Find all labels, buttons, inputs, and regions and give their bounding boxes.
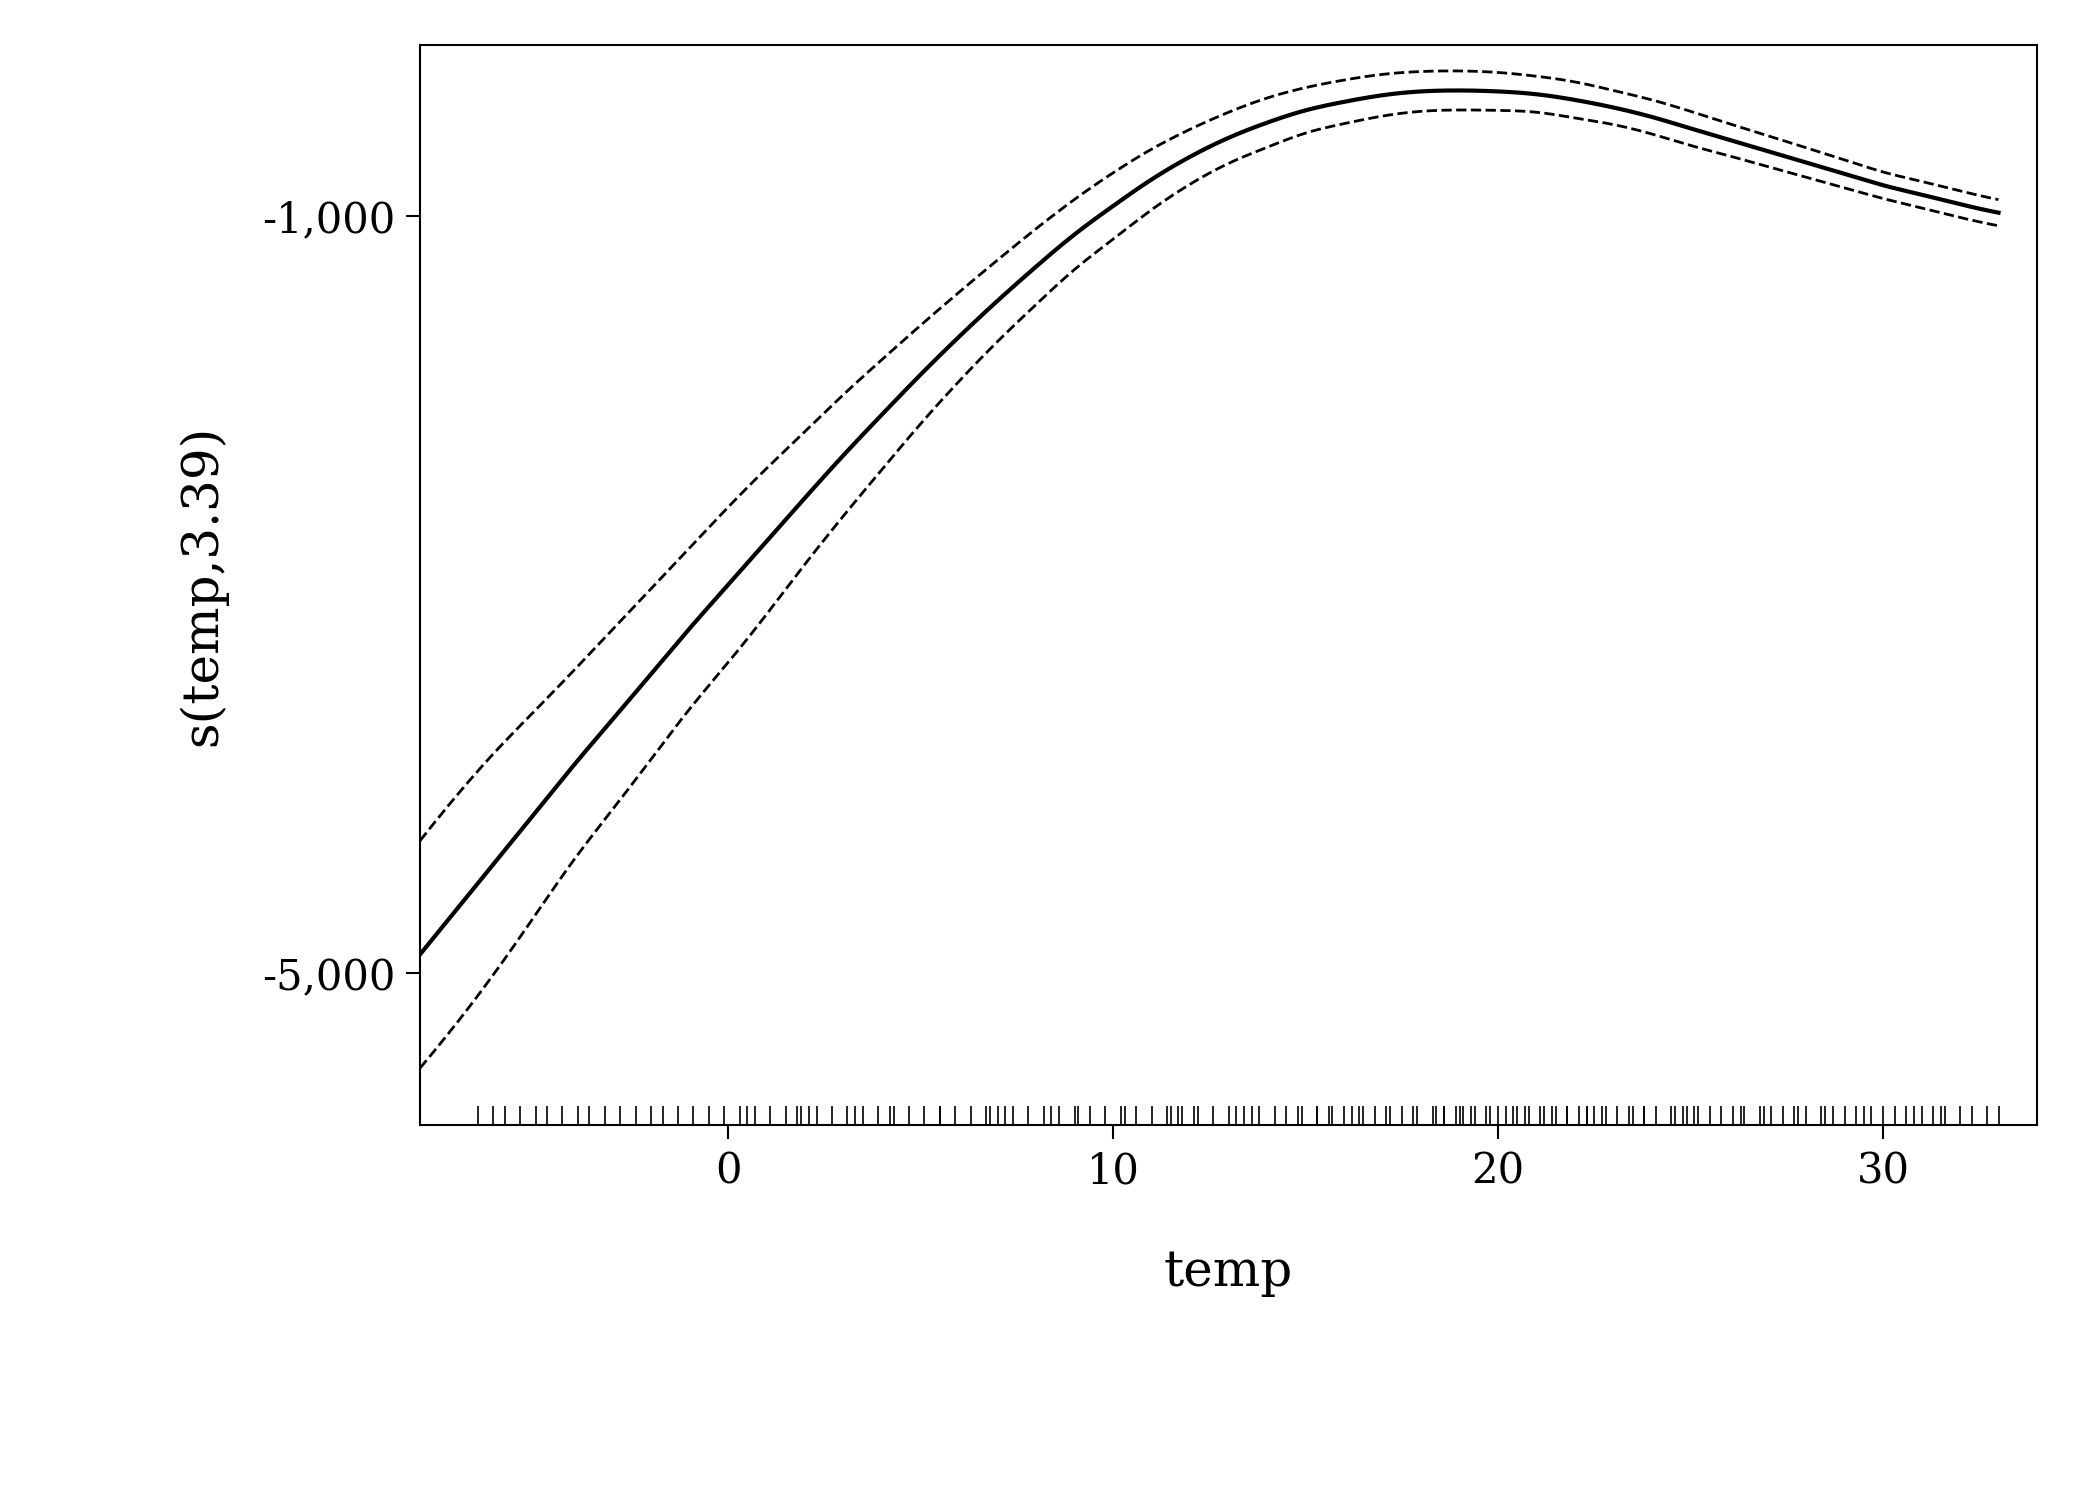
X-axis label: temp: temp	[1163, 1248, 1294, 1298]
Y-axis label: s(temp,3.39): s(temp,3.39)	[176, 424, 227, 746]
